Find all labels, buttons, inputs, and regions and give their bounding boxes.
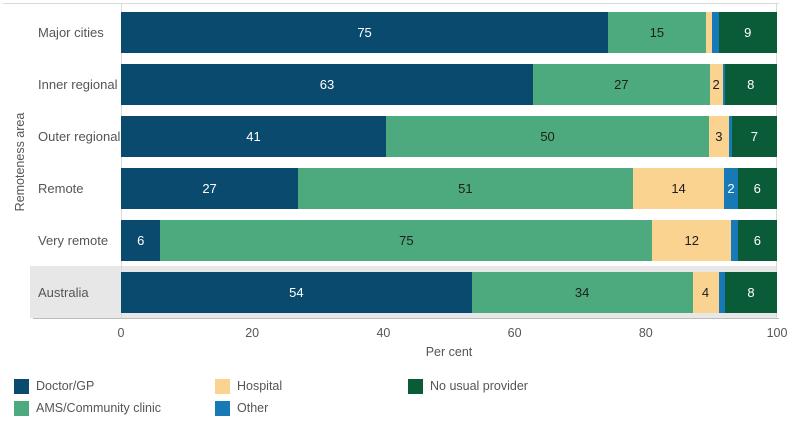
legend-label: Hospital: [237, 379, 283, 393]
bar-segment-no-usual-provider[interactable]: 8: [724, 64, 777, 105]
bar-segment-label: 27: [202, 181, 217, 196]
bar-segment-label: 8: [747, 77, 755, 92]
bar-segment-label: 15: [649, 25, 665, 40]
bar-row: 75 15 9: [121, 12, 777, 53]
x-tick-label: 60: [507, 326, 522, 340]
bar-segment-label: 6: [753, 181, 761, 196]
bar-segment-ams-community-clinic[interactable]: 27: [533, 64, 710, 105]
bar-segment-hospital[interactable]: 12: [652, 220, 732, 261]
bar-segment-label: 2: [727, 181, 735, 196]
bar-segment-no-usual-provider[interactable]: 6: [737, 220, 777, 261]
plot-top-border: [3, 3, 779, 4]
legend-label: AMS/Community clinic: [36, 401, 162, 415]
bar-segment-label: 14: [671, 181, 686, 196]
x-axis-line: [33, 318, 779, 319]
category-label: Australia: [38, 285, 89, 300]
x-axis-title: Per cent: [425, 345, 473, 359]
legend-item-no-usual-provider[interactable]: No usual provider: [408, 378, 528, 394]
bar-segment-ams-community-clinic[interactable]: 15: [608, 12, 706, 53]
bar-segment-other[interactable]: [728, 116, 732, 157]
category-label: Major cities: [38, 25, 104, 40]
x-tick-label: 20: [245, 326, 260, 340]
bar-segment-other[interactable]: [718, 272, 725, 313]
bar-segment-label: 3: [715, 129, 723, 144]
category-label: Inner regional: [38, 77, 118, 92]
legend-swatch-other: [215, 400, 230, 416]
bar-segment-doctor-gp[interactable]: 63: [121, 64, 534, 105]
legend-item-hospital[interactable]: Hospital: [215, 378, 282, 394]
bar-segment-label: 63: [319, 77, 335, 92]
legend-swatch-doctor-gp: [14, 378, 29, 394]
bar-segment-label: 75: [399, 233, 414, 248]
gridline-100: [776, 3, 777, 318]
bar-segment-no-usual-provider[interactable]: 9: [718, 12, 777, 53]
bar-segment-ams-community-clinic[interactable]: 75: [160, 220, 653, 261]
bar-segment-hospital[interactable]: 2: [709, 64, 723, 105]
legend-item-ams-community-clinic[interactable]: AMS/Community clinic: [14, 400, 161, 416]
bar-segment-label: 8: [747, 285, 755, 300]
bar-segment-hospital[interactable]: 14: [632, 168, 725, 209]
bar-segment-no-usual-provider[interactable]: 8: [725, 272, 777, 313]
legend-swatch-ams-community-clinic: [14, 400, 29, 416]
bar-row: 41 50 3 7: [121, 116, 777, 157]
bar-row: 54 34 4 8: [121, 272, 777, 313]
bar-segment-label: 4: [701, 285, 710, 300]
bar-segment-hospital[interactable]: 3: [709, 116, 729, 157]
bar-segment-no-usual-provider[interactable]: 6: [737, 168, 777, 209]
x-tick-label: 40: [376, 326, 391, 340]
x-tick-label: 80: [638, 326, 653, 340]
bar-segment-hospital[interactable]: 4: [692, 272, 719, 313]
bar-row: 27 51 14 2 6: [121, 168, 777, 209]
bar-segment-label: 34: [574, 285, 590, 300]
bar-segment-doctor-gp[interactable]: 27: [121, 168, 299, 209]
bar-segment-other[interactable]: [712, 12, 719, 53]
bar-segment-label: 6: [137, 233, 145, 248]
y-axis-title: Remoteness area: [13, 112, 27, 212]
bar-segment-hospital[interactable]: [705, 12, 713, 53]
legend-label: Other: [237, 401, 269, 415]
legend-column: Hospital Other: [215, 378, 282, 422]
legend-item-doctor-gp[interactable]: Doctor/GP: [14, 378, 161, 394]
category-label: Outer regional: [38, 129, 121, 144]
bar-segment-doctor-gp[interactable]: 41: [121, 116, 386, 157]
bar-segment-label: 12: [684, 233, 699, 248]
gridline-0: [121, 3, 122, 318]
bar-segment-label: 41: [246, 129, 261, 144]
legend-swatch-hospital: [215, 378, 230, 394]
category-label: Remote: [38, 181, 84, 196]
bar-segment-other[interactable]: [731, 220, 738, 261]
bar-segment-ams-community-clinic[interactable]: 34: [471, 272, 693, 313]
bar-segment-ams-community-clinic[interactable]: 50: [385, 116, 710, 157]
bar-segment-doctor-gp[interactable]: 75: [121, 12, 609, 53]
legend-column: Doctor/GP AMS/Community clinic: [14, 378, 161, 422]
legend-column: No usual provider: [408, 378, 528, 400]
bar-segment-other[interactable]: [722, 64, 725, 105]
bar-segment-label: 75: [357, 25, 372, 40]
bar-segment-no-usual-provider[interactable]: 7: [731, 116, 777, 157]
legend-item-other[interactable]: Other: [215, 400, 282, 416]
bar-segment-ams-community-clinic[interactable]: 51: [298, 168, 633, 209]
bar-segment-label: 7: [750, 129, 758, 144]
bar-segment-doctor-gp[interactable]: 54: [121, 272, 472, 313]
x-tick-label: 100: [766, 326, 788, 340]
bar-segment-label: 50: [540, 129, 555, 144]
bar-row: 6 75 12 6: [121, 220, 777, 261]
legend-label: Doctor/GP: [36, 379, 95, 393]
bar-segment-label: 9: [744, 25, 752, 40]
bar-segment-other[interactable]: 2: [724, 168, 738, 209]
bar-segment-label: 2: [712, 77, 720, 92]
bar-segment-label: 27: [614, 77, 629, 92]
bar-segment-label: 51: [458, 181, 473, 196]
legend-swatch-no-usual-provider: [408, 378, 423, 394]
legend-label: No usual provider: [430, 379, 528, 393]
bar-segment-label: 6: [753, 233, 761, 248]
x-tick-label: 0: [117, 326, 125, 340]
bar-row: 63 27 2 8: [121, 64, 777, 105]
bar-segment-label: 54: [289, 285, 304, 300]
category-label: Very remote: [38, 233, 109, 248]
bar-segment-doctor-gp[interactable]: 6: [121, 220, 161, 261]
